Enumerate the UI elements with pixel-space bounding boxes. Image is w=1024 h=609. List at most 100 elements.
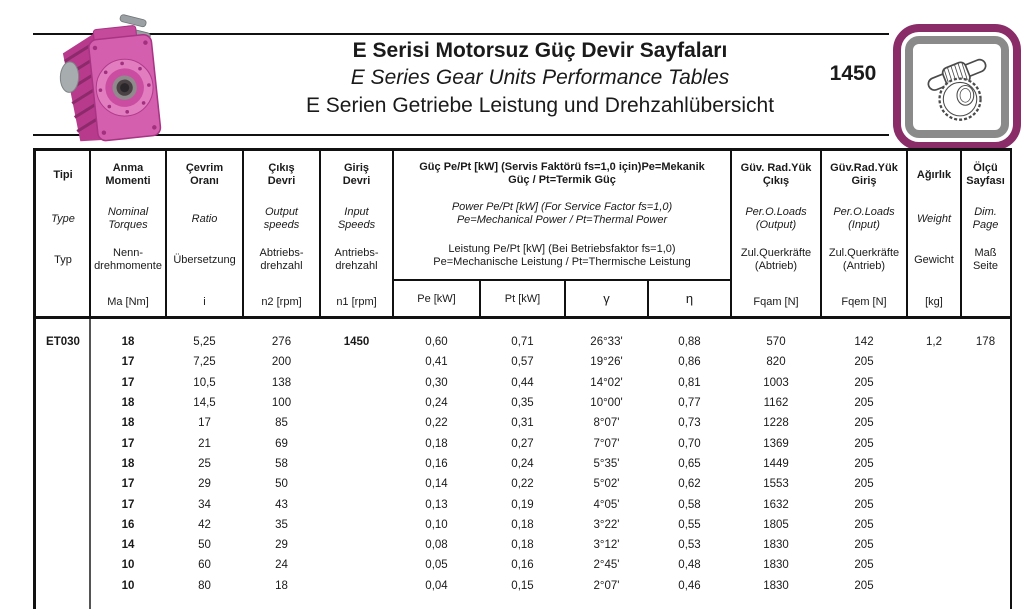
- cell-torque: 10: [121, 559, 135, 572]
- cell-gamma: 2°45': [593, 559, 620, 572]
- cell-fqam: 820: [766, 356, 786, 369]
- table-row: 10 80 18 0,04 0,15 2°07' 0,46 1830 205: [36, 576, 1010, 596]
- worm-gear-icon: [927, 58, 987, 121]
- cell-output-speed: 43: [275, 498, 288, 511]
- column-header-weight: Ağırlık Weight Gewicht [kg]: [914, 168, 954, 308]
- subheader-pt: Pt [kW]: [504, 292, 541, 305]
- column-header-type: Tipi Type Typ: [51, 168, 75, 266]
- cell-pe: 0,41: [425, 356, 448, 369]
- cell-eta: 0,73: [678, 417, 701, 430]
- cell-pe: 0,22: [425, 417, 448, 430]
- cell-fqam: 1162: [763, 397, 789, 410]
- cell-fqam: 1228: [763, 417, 789, 430]
- cell-eta: 0,62: [678, 478, 701, 491]
- cell-eta: 0,86: [678, 356, 701, 369]
- cell-fqem: 205: [854, 518, 874, 531]
- cell-fqam: 1003: [763, 376, 789, 389]
- cell-pt: 0,27: [511, 437, 534, 450]
- cell-pt: 0,15: [511, 579, 534, 592]
- cell-weight: 1,2: [926, 336, 942, 349]
- cell-ratio: 5,25: [193, 336, 216, 349]
- title-german: E Serien Getriebe Leistung und Drehzahlü…: [305, 94, 775, 117]
- cell-fqam: 1449: [763, 457, 789, 470]
- cell-fqam: 1369: [763, 437, 789, 450]
- cell-fqam: 1805: [763, 518, 789, 531]
- cell-pt: 0,57: [511, 356, 534, 369]
- worm-gear-icon-frame: [893, 24, 1021, 150]
- cell-output-speed: 200: [271, 356, 292, 369]
- cell-eta: 0,53: [678, 539, 701, 552]
- title-bottom-rule: [33, 134, 889, 136]
- table-row: 17 29 50 0,14 0,22 5°02' 0,62 1553 205: [36, 474, 1010, 494]
- cell-eta: 0,77: [678, 397, 701, 410]
- cell-eta: 0,58: [678, 498, 701, 511]
- cell-eta: 0,88: [678, 336, 701, 349]
- cell-pt: 0,16: [511, 559, 534, 572]
- cell-ratio: 42: [198, 518, 211, 531]
- cell-output-speed: 69: [275, 437, 288, 450]
- cell-torque: 18: [121, 336, 135, 349]
- cell-ratio: 25: [198, 457, 211, 470]
- cell-eta: 0,70: [678, 437, 701, 450]
- cell-type: ET030: [46, 336, 80, 349]
- grid-line: [479, 280, 481, 316]
- grid-line: [960, 151, 962, 316]
- cell-torque: 18: [121, 417, 135, 430]
- cell-ratio: 7,25: [193, 356, 216, 369]
- table-row: 18 17 85 0,22 0,31 8°07' 0,73 1228 205: [36, 413, 1010, 433]
- grid-line: [242, 151, 244, 316]
- column-header-torque: Anma Momenti Nominal Torques Nenn- drehm…: [94, 162, 162, 308]
- worm-gear-icon-inner-frame: [905, 36, 1009, 138]
- column-header-radial-load-input: Güv.Rad.Yük Giriş Per.O.Loads (Input) Zu…: [828, 162, 900, 308]
- cell-ratio: 50: [198, 539, 211, 552]
- cell-fqam: 1632: [763, 498, 789, 511]
- table-row: ET030 18 5,25 276 1450 0,60 0,71 26°33' …: [36, 332, 1010, 352]
- cell-gamma: 10°00': [590, 397, 623, 410]
- grid-line: [89, 151, 91, 316]
- cell-pe: 0,05: [425, 559, 448, 572]
- cell-pt: 0,22: [511, 478, 534, 491]
- cell-gamma: 5°35': [593, 457, 620, 470]
- cell-gamma: 8°07': [593, 417, 620, 430]
- performance-table: Tipi Type Typ Anma Momenti Nominal Torqu…: [33, 148, 1012, 609]
- cell-eta: 0,48: [678, 559, 701, 572]
- cell-torque: 17: [121, 356, 135, 369]
- cell-pe: 0,60: [425, 336, 448, 349]
- grid-line: [906, 151, 908, 316]
- cell-gamma: 2°07': [593, 579, 620, 592]
- table-body: ET030 18 5,25 276 1450 0,60 0,71 26°33' …: [36, 319, 1010, 596]
- cell-pe: 0,08: [425, 539, 448, 552]
- cell-pe: 0,18: [425, 437, 448, 450]
- cell-pt: 0,71: [511, 336, 534, 349]
- cell-output-speed: 18: [275, 579, 288, 592]
- page-number: 1450: [829, 62, 877, 85]
- power-subheader-line: [393, 279, 731, 281]
- cell-output-speed: 29: [275, 539, 288, 552]
- cell-eta: 0,81: [678, 376, 701, 389]
- cell-fqem: 205: [854, 579, 874, 592]
- cell-pe: 0,04: [425, 579, 448, 592]
- cell-output-speed: 276: [271, 336, 292, 349]
- cell-fqem: 205: [854, 559, 874, 572]
- table-row: 17 21 69 0,18 0,27 7°07' 0,70 1369 205: [36, 433, 1010, 453]
- cell-ratio: 10,5: [193, 376, 216, 389]
- column-header-dim-page: Ölçü Sayfası Dim. Page Maß Seite: [966, 162, 1005, 272]
- table-row: 18 25 58 0,16 0,24 5°35' 0,65 1449 205: [36, 454, 1010, 474]
- cell-gamma: 26°33': [590, 336, 623, 349]
- cell-pe: 0,10: [425, 518, 448, 531]
- table-row: 17 7,25 200 0,41 0,57 19°26' 0,86 820 20…: [36, 352, 1010, 372]
- cell-torque: 18: [121, 457, 135, 470]
- subheader-pe: Pe [kW]: [417, 292, 456, 305]
- cell-fqem: 205: [854, 356, 874, 369]
- cell-torque: 17: [121, 437, 135, 450]
- subheader-gamma: γ: [603, 291, 610, 306]
- cell-ratio: 17: [198, 417, 211, 430]
- cell-pe: 0,14: [425, 478, 448, 491]
- cell-gamma: 3°12': [593, 539, 620, 552]
- cell-pe: 0,13: [425, 498, 448, 511]
- cell-pt: 0,24: [511, 457, 534, 470]
- table-row: 17 34 43 0,13 0,19 4°05' 0,58 1632 205: [36, 494, 1010, 514]
- grid-line: [820, 151, 822, 316]
- cell-torque: 14: [121, 539, 135, 552]
